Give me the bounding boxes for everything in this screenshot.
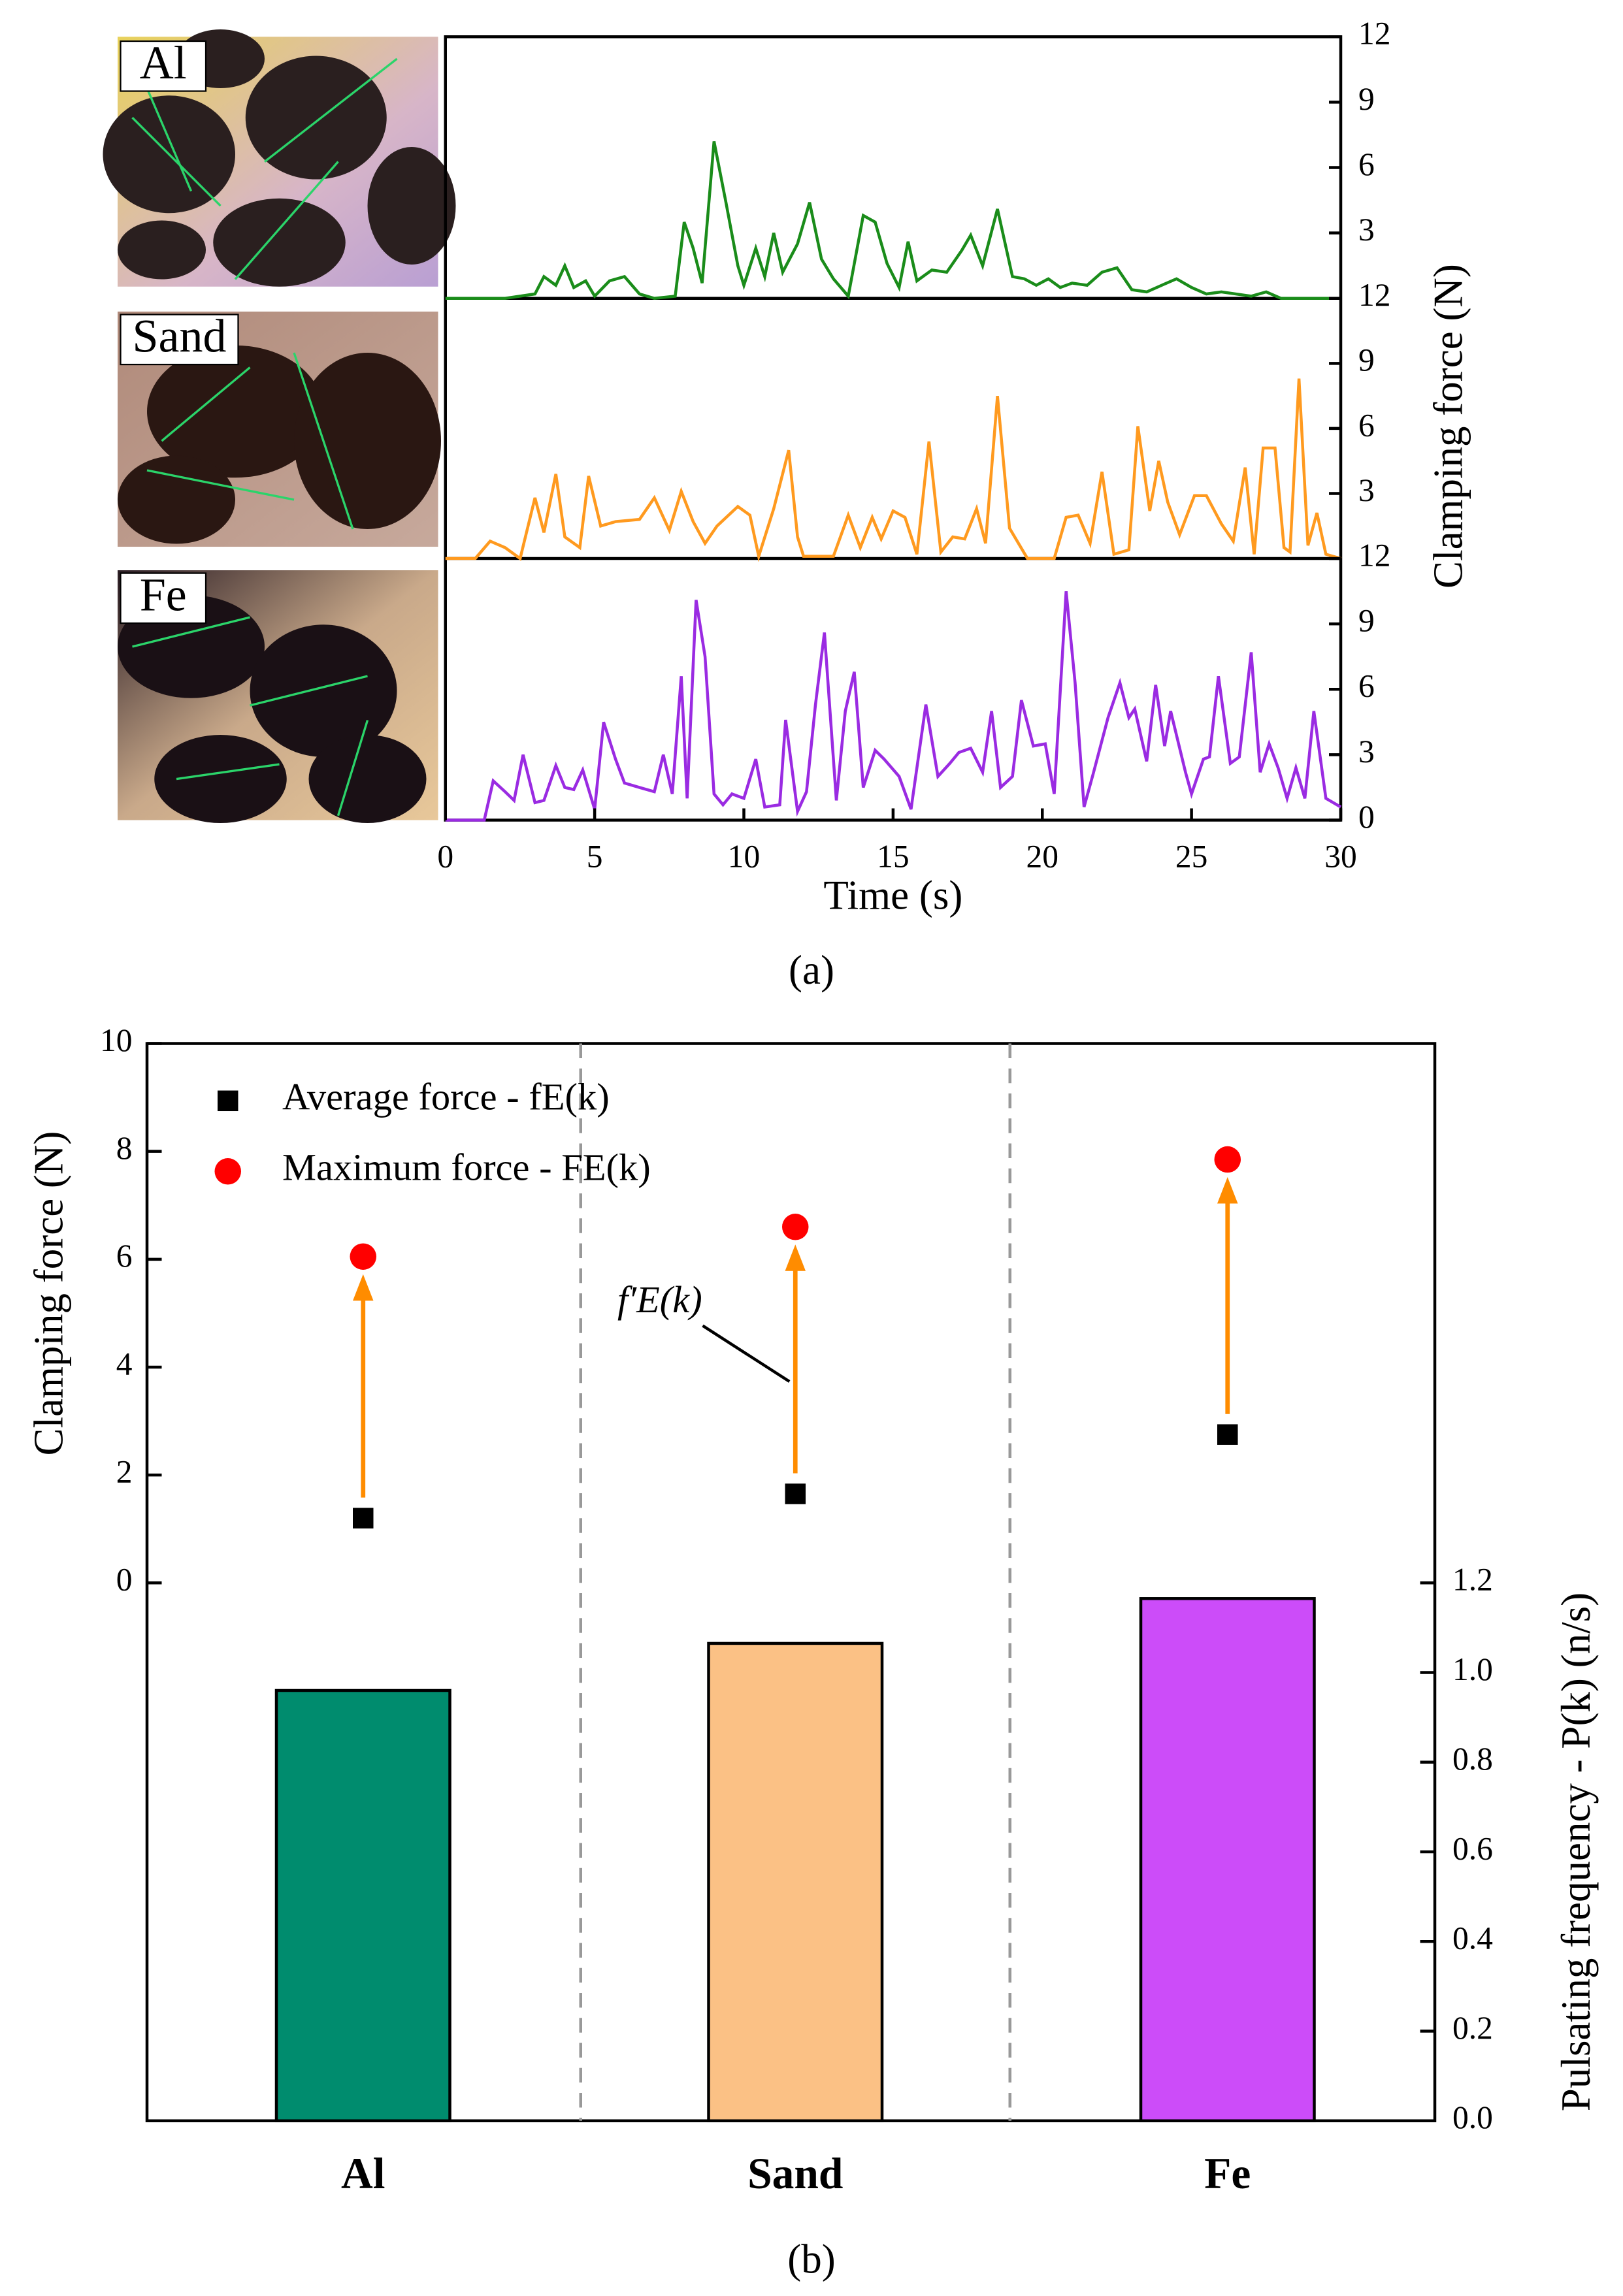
y2-tick-label: 1.2	[1452, 1562, 1493, 1598]
annotation: f′E(k)	[617, 1278, 702, 1321]
force-line	[445, 590, 1342, 822]
y2-axis-label: Pulsating frequency - P(k) (n/s)	[1553, 1593, 1599, 2111]
x-tick-label: Al	[341, 2149, 385, 2198]
y-tick-label: 3	[1358, 734, 1375, 769]
average-point	[785, 1483, 806, 1504]
y-tick-label: 9	[1358, 81, 1375, 117]
maximum-point	[1214, 1146, 1241, 1173]
maximum-point	[782, 1214, 809, 1240]
legend-label: Average force - fE(k)	[282, 1076, 610, 1118]
y2-tick-label: 0.6	[1452, 1830, 1493, 1866]
bar	[274, 1689, 451, 2123]
arrow-head	[1217, 1177, 1238, 1204]
y-tick-label: 3	[1358, 212, 1375, 248]
x-tick-label: 5	[587, 839, 603, 875]
force-line	[445, 378, 1341, 562]
panel-label: Al	[140, 37, 187, 89]
y-tick-label: 9	[1358, 342, 1375, 378]
y-tick-label: 8	[116, 1130, 133, 1166]
force-line	[445, 141, 1341, 300]
y-axis-label: Clamping force (N)	[25, 1131, 71, 1456]
average-point	[353, 1508, 374, 1528]
x-tick-label: 30	[1324, 839, 1357, 875]
annotation-leader	[702, 1324, 791, 1383]
micrograph-al	[103, 29, 456, 287]
arrow-head	[353, 1274, 374, 1301]
y-tick-label: 3	[1358, 472, 1375, 508]
y-tick-label: 2	[116, 1453, 133, 1489]
legend-marker	[218, 1090, 238, 1112]
x-axis-label: Time (s)	[823, 872, 962, 918]
y2-tick-label: 0.2	[1452, 2010, 1493, 2046]
plot-frame-a	[444, 35, 1343, 822]
x-tick-label: Fe	[1204, 2149, 1251, 2198]
caption: (b)	[787, 2236, 835, 2282]
y-tick-label: 6	[1358, 146, 1375, 182]
x-tick-label: 0	[437, 839, 453, 875]
y-tick-label: 12	[1358, 537, 1391, 573]
y-axis-label: Clamping force (N)	[1425, 264, 1471, 589]
y-tick-label: 9	[1358, 603, 1375, 639]
caption: (a)	[789, 947, 834, 993]
y-tick-label: 12	[1358, 277, 1391, 313]
y2-tick-label: 0.0	[1452, 2099, 1493, 2135]
x-tick-label: 25	[1175, 839, 1208, 875]
y2-tick-label: 0.8	[1452, 1741, 1493, 1777]
micrograph-sand	[118, 312, 441, 547]
y-tick-label: 6	[116, 1238, 133, 1274]
bar	[1139, 1597, 1316, 2123]
y-tick-label: 6	[1358, 407, 1375, 443]
x-tick-label: 10	[728, 839, 761, 875]
y-tick-label: 6	[1358, 668, 1375, 704]
y-tick-label: 0	[1358, 799, 1375, 835]
legend-label: Maximum force - FE(k)	[282, 1146, 651, 1189]
y-tick-label: 10	[100, 1022, 133, 1058]
y-tick-label: 0	[116, 1562, 133, 1598]
average-point	[1217, 1424, 1238, 1445]
y-tick-label: 4	[116, 1346, 133, 1382]
maximum-point	[350, 1243, 376, 1270]
y2-tick-label: 0.4	[1452, 1920, 1493, 1956]
y2-tick-label: 1.0	[1452, 1651, 1493, 1687]
micrograph-fe	[118, 570, 438, 824]
legend-marker	[214, 1158, 241, 1185]
y-tick-label: 12	[1358, 16, 1391, 52]
panel-label: Fe	[140, 569, 187, 621]
bar	[707, 1641, 884, 2123]
arrow-head	[785, 1244, 806, 1271]
x-tick-label: Sand	[747, 2149, 843, 2198]
x-tick-label: 20	[1026, 839, 1059, 875]
x-tick-label: 15	[877, 839, 910, 875]
panel-label: Sand	[133, 310, 227, 363]
